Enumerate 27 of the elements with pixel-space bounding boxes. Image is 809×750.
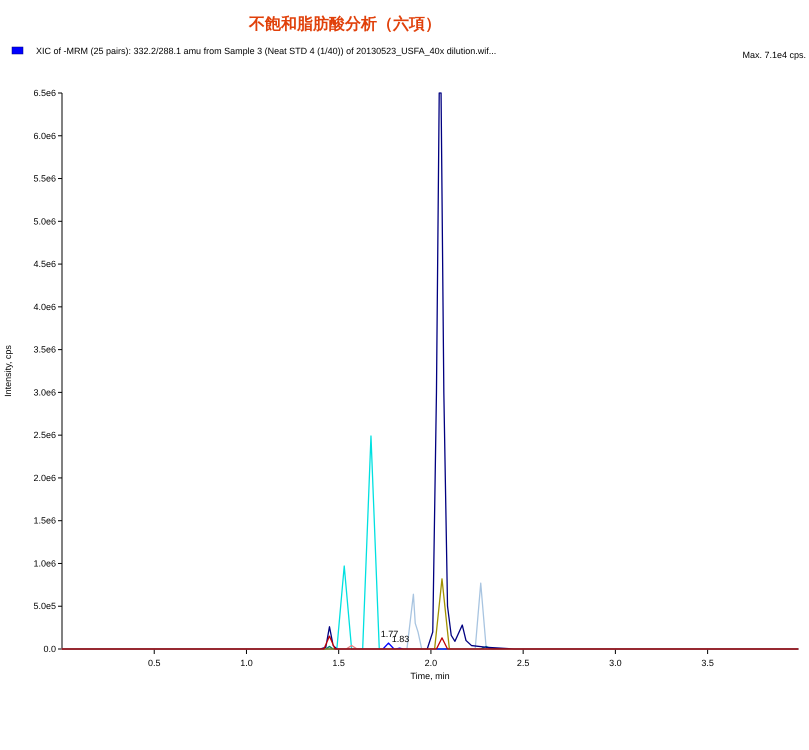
x-tick-label: 1.5 [332,658,345,668]
y-tick-label: 6.5e6 [33,88,56,98]
y-tick-label: 4.5e6 [33,259,56,270]
x-tick-label: 2.5 [516,658,530,668]
x-tick-label: 1.0 [240,658,253,668]
x-tick-label: 3.5 [701,658,714,668]
y-tick-label: 4.0e6 [33,302,56,312]
chart-title: 不飽和脂肪酸分析（六項） [248,14,441,33]
y-tick-label: 2.5e6 [33,430,56,440]
y-tick-label: 2.0e6 [33,472,56,483]
y-tick-label: 6.0e6 [33,130,56,141]
y-tick-label: 1.5e6 [33,516,56,526]
x-tick-label: 3.0 [609,658,622,668]
x-tick-label: 2.0 [424,658,438,668]
legend-label: XIC of -MRM (25 pairs): 332.2/288.1 amu from Sample 3 (Neat STD 4 (1/40)) of 20130523_USFA_40x dilution.wif... [36,46,496,56]
y-tick-label: 0.0 [43,644,56,654]
y-tick-label: 5.0e5 [33,601,56,612]
y-tick-label: 1.0e6 [33,558,56,568]
y-tick-label: 3.0e6 [33,387,56,398]
x-tick-label: 0.5 [148,658,160,668]
text: Max. 7.1e4 cps. [742,50,806,60]
annotation: 1.83 [392,634,410,644]
x-axis-title: Time, min [410,671,450,681]
y-tick-label: 3.5e6 [33,344,56,355]
y-tick-label: 5.5e6 [33,174,56,184]
y-tick-label: 5.0e6 [33,216,56,226]
y-axis-title: Intensity, cps [3,344,13,397]
